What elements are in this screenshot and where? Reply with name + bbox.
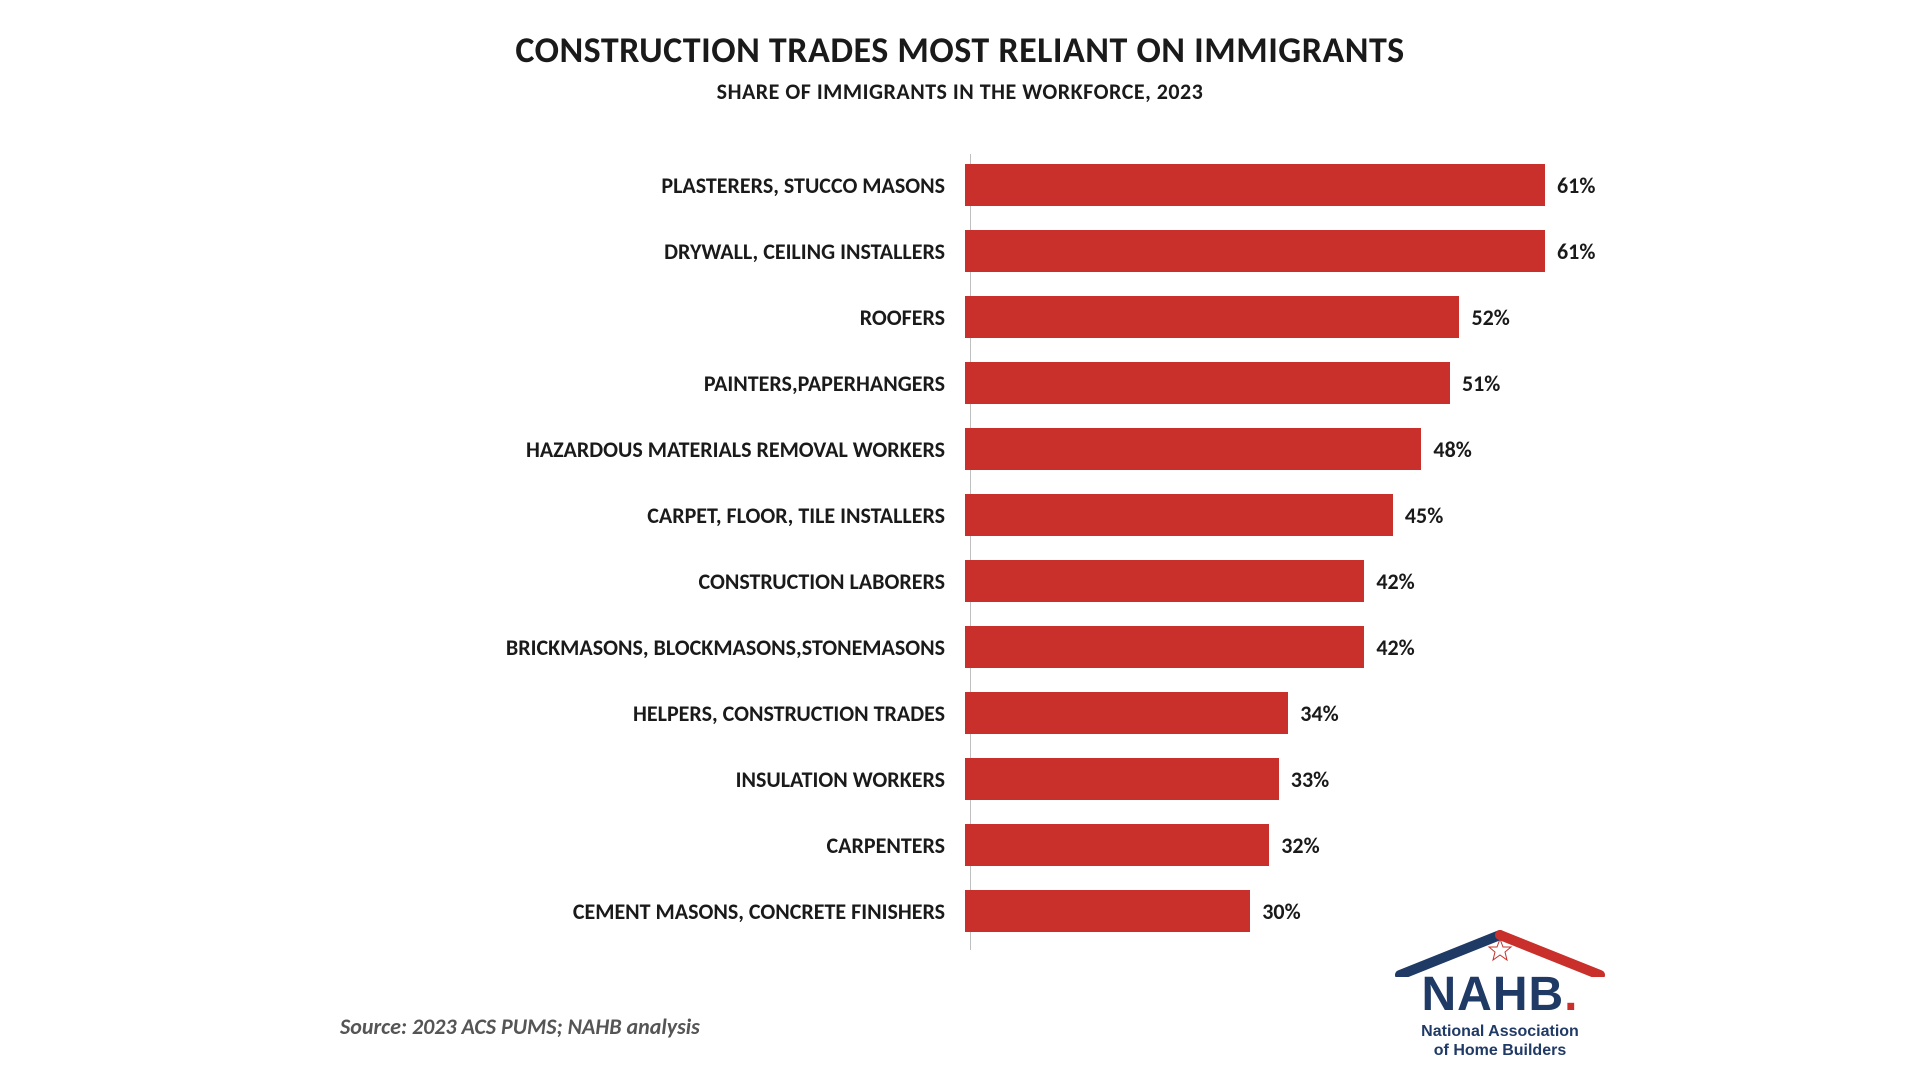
bar-row: HAZARDOUS MATERIALS REMOVAL WORKERS 48% <box>240 424 1680 474</box>
bar-area: 61% <box>965 164 1680 206</box>
bar-row: ROOFERS 52% <box>240 292 1680 342</box>
bar <box>965 164 1545 206</box>
logo-acronym-text: NAHB <box>1422 968 1565 1021</box>
bar-value: 30% <box>1262 898 1300 925</box>
bar-value: 61% <box>1557 172 1595 199</box>
page: CONSTRUCTION TRADES MOST RELIANT ON IMMI… <box>0 0 1920 1080</box>
bar <box>965 428 1421 470</box>
bar-area: 42% <box>965 626 1680 668</box>
bar-label: CEMENT MASONS, CONCRETE FINISHERS <box>240 898 965 925</box>
bar-value: 42% <box>1376 568 1414 595</box>
bar-label: HAZARDOUS MATERIALS REMOVAL WORKERS <box>240 436 965 463</box>
bar-label: CARPENTERS <box>240 832 965 859</box>
bar-area: 61% <box>965 230 1680 272</box>
bar-label: BRICKMASONS, BLOCKMASONS,STONEMASONS <box>240 634 965 661</box>
bar-label: ROOFERS <box>240 304 965 331</box>
bar-area: 48% <box>965 428 1680 470</box>
bars-container: PLASTERERS, STUCCO MASONS61%DRYWALL, CEI… <box>240 160 1680 952</box>
bar-row: PAINTERS,PAPERHANGERS 51% <box>240 358 1680 408</box>
logo-subtitle: National Association of Home Builders <box>1380 1023 1620 1060</box>
bar-row: BRICKMASONS, BLOCKMASONS,STONEMASONS 42% <box>240 622 1680 672</box>
bar <box>965 824 1269 866</box>
bar-area: 33% <box>965 758 1680 800</box>
nahb-logo: NAHB. National Association of Home Build… <box>1380 927 1620 1060</box>
logo-line1: National Association <box>1421 1023 1579 1040</box>
bar <box>965 692 1288 734</box>
bar <box>965 362 1450 404</box>
logo-line2: of Home Builders <box>1434 1042 1566 1059</box>
bar-row: DRYWALL, CEILING INSTALLERS 61% <box>240 226 1680 276</box>
bar-label: HELPERS, CONSTRUCTION TRADES <box>240 700 965 727</box>
bar-area: 42% <box>965 560 1680 602</box>
bar-row: PLASTERERS, STUCCO MASONS 61% <box>240 160 1680 210</box>
bar-area: 45% <box>965 494 1680 536</box>
source-text: Source: 2023 ACS PUMS; NAHB analysis <box>340 1013 700 1040</box>
logo-acronym: NAHB. <box>1380 971 1620 1019</box>
bar-area: 51% <box>965 362 1680 404</box>
bar-value: 61% <box>1557 238 1595 265</box>
chart-title: CONSTRUCTION TRADES MOST RELIANT ON IMMI… <box>240 28 1680 72</box>
bar <box>965 560 1364 602</box>
bar-row: HELPERS, CONSTRUCTION TRADES 34% <box>240 688 1680 738</box>
bar <box>965 758 1279 800</box>
bar-row: CARPENTERS 32% <box>240 820 1680 870</box>
chart-subtitle: SHARE OF IMMIGRANTS IN THE WORKFORCE, 20… <box>240 78 1680 105</box>
bar-label: DRYWALL, CEILING INSTALLERS <box>240 238 965 265</box>
bar <box>965 890 1250 932</box>
chart-card: CONSTRUCTION TRADES MOST RELIANT ON IMMI… <box>240 0 1680 1080</box>
bar-value: 42% <box>1376 634 1414 661</box>
bar-value: 34% <box>1300 700 1338 727</box>
logo-dot: . <box>1564 968 1578 1021</box>
bar-value: 48% <box>1433 436 1471 463</box>
bar-label: CONSTRUCTION LABORERS <box>240 568 965 595</box>
bar-value: 33% <box>1291 766 1329 793</box>
bar-area: 32% <box>965 824 1680 866</box>
bar <box>965 494 1393 536</box>
bar-value: 51% <box>1462 370 1500 397</box>
bar <box>965 230 1545 272</box>
bar-label: INSULATION WORKERS <box>240 766 965 793</box>
bar-label: PLASTERERS, STUCCO MASONS <box>240 172 965 199</box>
bar-row: CARPET, FLOOR, TILE INSTALLERS 45% <box>240 490 1680 540</box>
bar-value: 52% <box>1471 304 1509 331</box>
bar-label: CARPET, FLOOR, TILE INSTALLERS <box>240 502 965 529</box>
bar-row: INSULATION WORKERS 33% <box>240 754 1680 804</box>
bar-area: 34% <box>965 692 1680 734</box>
bar <box>965 626 1364 668</box>
bar-area: 30% <box>965 890 1680 932</box>
bar-value: 45% <box>1405 502 1443 529</box>
bar <box>965 296 1459 338</box>
bar-label: PAINTERS,PAPERHANGERS <box>240 370 965 397</box>
bar-value: 32% <box>1281 832 1319 859</box>
bar-row: CONSTRUCTION LABORERS 42% <box>240 556 1680 606</box>
bar-area: 52% <box>965 296 1680 338</box>
